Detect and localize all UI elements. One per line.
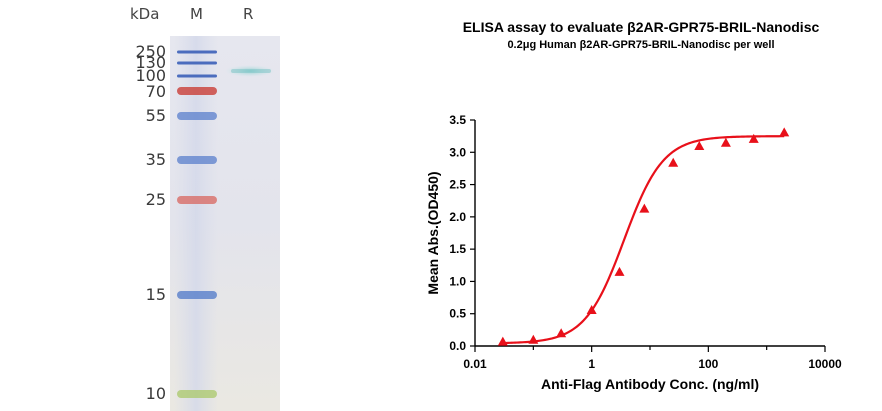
- marker-band-55: [177, 112, 217, 120]
- marker-band-130: [177, 61, 217, 65]
- data-point: [748, 133, 759, 143]
- data-points: [497, 127, 790, 346]
- y-tick-label: 2.5: [449, 178, 466, 192]
- marker-band-70: [177, 87, 217, 95]
- chart-subtitle: 0.2μg Human β2AR-GPR75-BRIL-Nanodisc per…: [507, 39, 774, 51]
- marker-band-35: [177, 156, 217, 164]
- data-point: [639, 203, 650, 213]
- data-point: [556, 328, 567, 338]
- x-tick-label: 10000: [808, 357, 842, 371]
- marker-label-250: 250: [135, 42, 166, 61]
- y-tick-label: 1.5: [449, 242, 466, 256]
- marker-lane: [174, 36, 218, 411]
- data-point: [497, 336, 508, 346]
- marker-label-70: 70: [146, 82, 166, 101]
- sample-band-core: [231, 69, 271, 73]
- lane-label-m: M: [190, 5, 203, 23]
- y-tick-label: 2.0: [449, 210, 466, 224]
- fit-curve-group: [502, 135, 785, 345]
- marker-label-35: 35: [146, 150, 166, 169]
- data-point: [779, 127, 790, 137]
- marker-label-10: 10: [146, 384, 166, 403]
- marker-band-10: [177, 390, 217, 398]
- marker-label-25: 25: [146, 190, 166, 209]
- marker-band-250: [177, 50, 217, 54]
- marker-band-25: [177, 196, 217, 204]
- marker-label-130: 130: [135, 53, 166, 72]
- x-tick-label: 0.01: [463, 357, 487, 371]
- data-point: [720, 137, 731, 147]
- y-tick-label: 3.5: [449, 113, 466, 127]
- data-point: [668, 157, 679, 167]
- data-point: [586, 304, 597, 314]
- marker-band-100: [177, 74, 217, 78]
- marker-band-15: [177, 291, 217, 299]
- data-point: [614, 266, 625, 276]
- x-tick-label: 1: [588, 357, 595, 371]
- y-tick-label: 0.0: [449, 339, 466, 353]
- elisa-chart: ELISA assay to evaluate β2AR-GPR75-BRIL-…: [425, 19, 842, 392]
- fit-curve: [502, 135, 785, 345]
- data-point: [528, 334, 539, 344]
- y-tick-label: 1.0: [449, 274, 466, 288]
- marker-label-15: 15: [146, 285, 166, 304]
- marker-label-55: 55: [146, 106, 166, 125]
- chart-axes: 0.0 0.5 1.0 1.5 2.0 2.5 3.0 3.5 0.01 1 100 10000: [449, 113, 842, 371]
- lane-label-r: R: [243, 5, 253, 23]
- kda-label: kDa: [130, 5, 159, 23]
- marker-label-100: 100: [135, 66, 166, 85]
- x-tick-label: 100: [698, 357, 718, 371]
- chart-title: ELISA assay to evaluate β2AR-GPR75-BRIL-…: [463, 19, 820, 35]
- x-axis-label: Anti-Flag Antibody Conc. (ng/ml): [541, 376, 759, 392]
- y-axis-label: Mean Abs.(OD450): [425, 171, 441, 294]
- y-tick-label: 0.5: [449, 307, 466, 321]
- data-point: [694, 140, 705, 150]
- y-tick-label: 3.0: [449, 145, 466, 159]
